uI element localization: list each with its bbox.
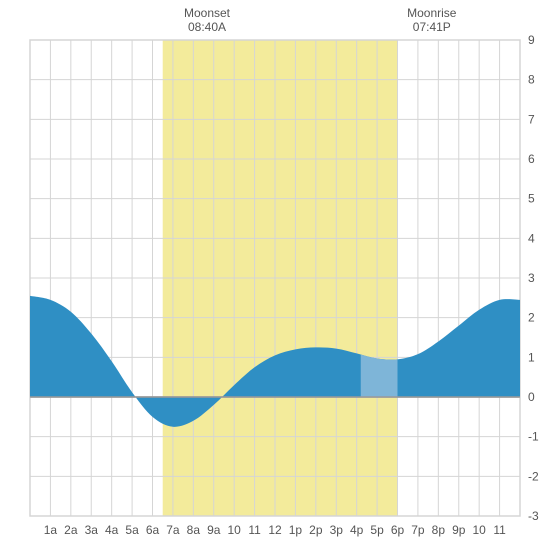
x-tick-label: 4p xyxy=(350,523,364,537)
moonset-title: Moonset xyxy=(177,6,237,20)
x-tick-label: 6a xyxy=(146,523,160,537)
moonrise-time: 07:41P xyxy=(402,20,462,34)
x-tick-label: 7a xyxy=(166,523,180,537)
y-tick-label: 6 xyxy=(528,152,535,166)
y-tick-label: 3 xyxy=(528,271,535,285)
y-tick-label: -3 xyxy=(528,509,539,523)
moonset-time: 08:40A xyxy=(177,20,237,34)
x-tick-label: 8a xyxy=(187,523,201,537)
moonset-annotation: Moonset 08:40A xyxy=(177,6,237,35)
x-tick-label: 12 xyxy=(268,523,282,537)
x-tick-label: 2a xyxy=(64,523,78,537)
x-tick-label: 4a xyxy=(105,523,119,537)
tide-chart: -3-2-101234567891a2a3a4a5a6a7a8a9a101112… xyxy=(0,0,550,550)
x-tick-label: 3a xyxy=(85,523,99,537)
y-tick-label: 4 xyxy=(528,231,535,245)
x-tick-label: 1a xyxy=(44,523,58,537)
x-tick-label: 1p xyxy=(289,523,303,537)
chart-svg: -3-2-101234567891a2a3a4a5a6a7a8a9a101112… xyxy=(0,0,550,550)
x-tick-label: 10 xyxy=(472,523,486,537)
y-tick-label: 0 xyxy=(528,390,535,404)
x-tick-label: 7p xyxy=(411,523,425,537)
x-tick-label: 3p xyxy=(330,523,344,537)
y-tick-label: 5 xyxy=(528,192,535,206)
y-tick-label: -1 xyxy=(528,430,539,444)
x-tick-label: 11 xyxy=(493,523,506,537)
y-tick-label: 1 xyxy=(528,350,535,364)
y-tick-label: 7 xyxy=(528,112,535,126)
x-tick-label: 2p xyxy=(309,523,323,537)
x-tick-label: 10 xyxy=(227,523,241,537)
x-tick-label: 9a xyxy=(207,523,221,537)
x-tick-label: 9p xyxy=(452,523,466,537)
moonrise-title: Moonrise xyxy=(402,6,462,20)
x-tick-label: 11 xyxy=(248,523,261,537)
y-tick-label: 2 xyxy=(528,311,535,325)
y-tick-label: 9 xyxy=(528,33,535,47)
x-tick-label: 8p xyxy=(432,523,446,537)
y-tick-label: 8 xyxy=(528,73,535,87)
x-tick-label: 6p xyxy=(391,523,405,537)
x-tick-label: 5p xyxy=(370,523,384,537)
x-tick-label: 5a xyxy=(125,523,139,537)
y-tick-label: -2 xyxy=(528,469,539,483)
moonrise-annotation: Moonrise 07:41P xyxy=(402,6,462,35)
